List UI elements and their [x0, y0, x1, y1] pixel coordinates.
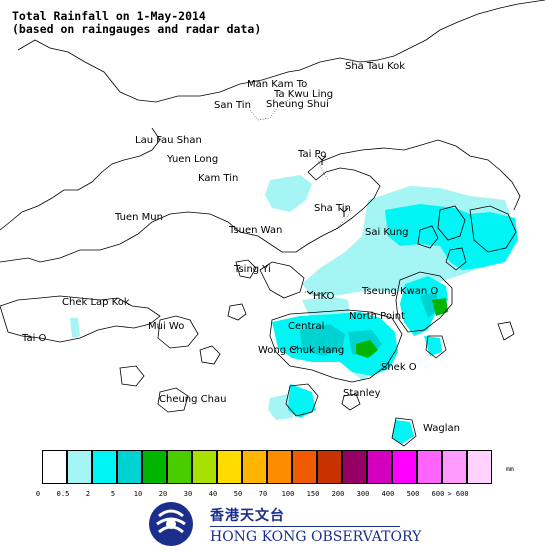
place-label: Central [288, 321, 325, 332]
legend-swatch [42, 450, 67, 484]
place-label: Kam Tin [198, 173, 239, 184]
place-label: Lau Fau Shan [135, 135, 202, 146]
legend-tick-label: 10 [133, 490, 143, 498]
legend-tick-label: 50 [233, 490, 243, 498]
legend-tick-label: 400 [381, 490, 395, 498]
legend-tick-label: 5 [110, 490, 116, 498]
place-label: Ta Kwu Ling [274, 89, 334, 100]
place-label: Chek Lap Kok [62, 297, 130, 308]
legend-swatch [142, 450, 167, 484]
legend-swatch [367, 450, 392, 484]
legend-tick-label: 40 [208, 490, 218, 498]
legend-tick-label: 0 [35, 490, 41, 498]
legend-swatch [267, 450, 292, 484]
legend-tick-label: 200 [331, 490, 345, 498]
legend-tick-label: 70 [258, 490, 268, 498]
logo-divider [210, 526, 400, 527]
legend-swatch [442, 450, 467, 484]
legend-swatch [417, 450, 442, 484]
place-label: Sheung Shui [266, 99, 329, 110]
legend-swatch [117, 450, 142, 484]
legend-tick-label: 0.5 [56, 490, 70, 498]
legend-tick-label: 150 [306, 490, 320, 498]
place-label: North Point [349, 311, 405, 322]
place-label: Tai O [22, 333, 47, 344]
place-label: Sha Tau Kok [345, 61, 406, 72]
legend-tick-label: 300 [356, 490, 370, 498]
place-label: San Tin [214, 100, 251, 111]
legend-swatch [392, 450, 417, 484]
place-label: Cheung Chau [159, 394, 227, 405]
station-markers [290, 155, 349, 351]
rain-area-peak [356, 298, 448, 358]
legend-swatch [167, 450, 192, 484]
legend-swatch [317, 450, 342, 484]
place-label: Stanley [343, 388, 381, 399]
place-label: Sai Kung [365, 227, 409, 238]
place-label: Mui Wo [148, 321, 185, 332]
legend-tick-label: 500 [406, 490, 420, 498]
legend-tick-label: 30 [183, 490, 193, 498]
legend-tick-label: 2 [85, 490, 91, 498]
map-title: Total Rainfall on 1-May-2014 [12, 9, 206, 23]
legend-swatch [242, 450, 267, 484]
place-label: Tseung Kwan O [362, 286, 439, 297]
legend-swatch [67, 450, 92, 484]
district-lines [249, 97, 353, 295]
legend-swatch [292, 450, 317, 484]
place-label: Waglan [423, 423, 460, 434]
legend-swatch [92, 450, 117, 484]
legend-unit: mm [506, 465, 514, 473]
place-label: Tai Po [298, 149, 327, 160]
place-label: Man Kam To [247, 79, 308, 90]
hko-name-chinese: 香港天文台 [210, 508, 285, 524]
coastline [0, 0, 545, 447]
legend-tick-label: > 600 [447, 490, 469, 498]
legend-swatch [192, 450, 217, 484]
legend-tick-label: 20 [158, 490, 168, 498]
legend-swatch [467, 450, 492, 484]
place-label: HKO [313, 291, 335, 302]
place-label: Tsing Yi [234, 264, 271, 275]
legend-swatch [342, 450, 367, 484]
place-label: Tuen Mun [115, 212, 163, 223]
place-label: Yuen Long [167, 154, 219, 165]
place-label: Shek O [381, 362, 417, 373]
legend-swatch [217, 450, 242, 484]
hko-logo-icon [149, 502, 193, 546]
legend-tick-label: 600 [431, 490, 445, 498]
hko-name-english: HONG KONG OBSERVATORY [210, 529, 422, 545]
map-subtitle: (based on raingauges and radar data) [12, 22, 262, 36]
place-label: Tsuen Wan [229, 225, 283, 236]
place-label: Sha Tin [314, 203, 351, 214]
legend-tick-label: 100 [281, 490, 295, 498]
place-label: Wong Chuk Hang [258, 345, 345, 356]
